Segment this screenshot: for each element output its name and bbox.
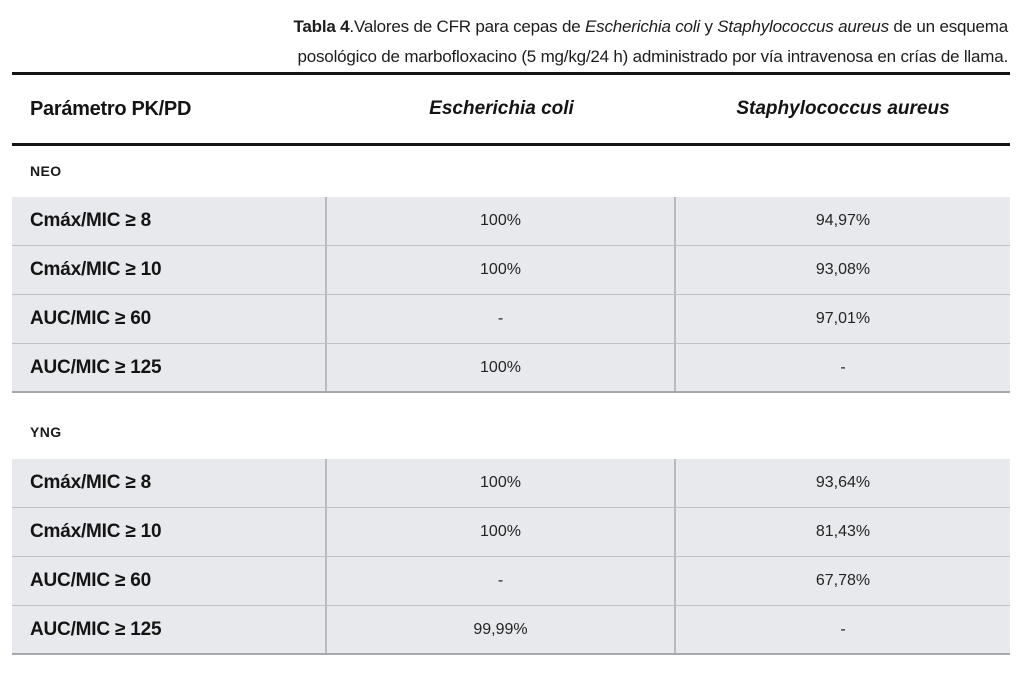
row-param: Cmáx/MIC ≥ 8 xyxy=(12,459,327,507)
neo-table: Cmáx/MIC ≥ 8 100% 94,97% Cmáx/MIC ≥ 10 1… xyxy=(12,197,1010,393)
row-param: Cmáx/MIC ≥ 10 xyxy=(12,508,327,556)
row-saureus-value: 97,01% xyxy=(815,310,871,327)
row-saureus-value: 81,43% xyxy=(815,523,871,540)
row-saureus-value: 94,97% xyxy=(815,212,871,229)
row-param: AUC/MIC ≥ 60 xyxy=(12,557,327,605)
table-row: AUC/MIC ≥ 125 100% - xyxy=(12,344,1010,393)
header-parameter: Parámetro PK/PD xyxy=(30,97,192,120)
yng-table: Cmáx/MIC ≥ 8 100% 93,64% Cmáx/MIC ≥ 10 1… xyxy=(12,459,1010,655)
row-saureus-value: 93,64% xyxy=(815,474,871,491)
row-param: Cmáx/MIC ≥ 10 xyxy=(12,246,327,294)
table-row: Cmáx/MIC ≥ 8 100% 94,97% xyxy=(12,197,1010,246)
row-saureus-value: - xyxy=(840,358,846,376)
table-row: AUC/MIC ≥ 60 - 67,78% xyxy=(12,557,1010,606)
table-row: Cmáx/MIC ≥ 10 100% 81,43% xyxy=(12,508,1010,557)
header-saureus: Staphylococcus aureus xyxy=(736,98,950,119)
row-saureus-value: 93,08% xyxy=(815,261,871,278)
caption-text-b: y xyxy=(699,17,718,36)
row-ecoli-value: 99,99% xyxy=(327,606,676,653)
row-ecoli-value: 100% xyxy=(327,197,676,245)
row-param: AUC/MIC ≥ 60 xyxy=(12,295,327,343)
table-row: Cmáx/MIC ≥ 10 100% 93,08% xyxy=(12,246,1010,295)
row-ecoli-value: - xyxy=(327,295,676,343)
row-ecoli-value: 100% xyxy=(327,508,676,556)
caption-line-2: posológico de marbofloxacino (5 mg/kg/24… xyxy=(297,47,1009,66)
row-saureus-value: 67,78% xyxy=(815,572,871,589)
caption-species-ecoli: Escherichia coli xyxy=(585,17,700,36)
section-label-neo: NEO xyxy=(30,163,62,179)
row-saureus-value: - xyxy=(840,620,846,638)
header-ecoli: Escherichia coli xyxy=(429,98,574,119)
table-row: AUC/MIC ≥ 125 99,99% - xyxy=(12,606,1010,655)
row-ecoli-value: 100% xyxy=(327,246,676,294)
top-rule xyxy=(12,72,1010,75)
table-row: Cmáx/MIC ≥ 8 100% 93,64% xyxy=(12,459,1010,508)
table-row: AUC/MIC ≥ 60 - 97,01% xyxy=(12,295,1010,344)
row-ecoli-value: 100% xyxy=(327,344,676,391)
caption-text-c: de un esquema xyxy=(888,17,1008,36)
row-param: Cmáx/MIC ≥ 8 xyxy=(12,197,327,245)
row-param: AUC/MIC ≥ 125 xyxy=(12,606,327,653)
section-label-yng: YNG xyxy=(30,424,62,440)
row-param: AUC/MIC ≥ 125 xyxy=(12,344,327,391)
table-header-row: Parámetro PK/PD Escherichia coli Staphyl… xyxy=(12,75,1010,143)
caption-table-number: Tabla 4 xyxy=(293,17,350,36)
caption-line-1: Tabla 4.Valores de CFR para cepas de Esc… xyxy=(0,12,1009,42)
header-rule xyxy=(12,143,1010,146)
caption-separator: . xyxy=(349,17,354,36)
caption-species-saureus: Staphylococcus aureus xyxy=(717,17,889,36)
caption-text-a: Valores de CFR para cepas de xyxy=(353,17,586,36)
table-caption: Tabla 4.Valores de CFR para cepas de Esc… xyxy=(0,0,1024,72)
row-ecoli-value: - xyxy=(327,557,676,605)
row-ecoli-value: 100% xyxy=(327,459,676,507)
